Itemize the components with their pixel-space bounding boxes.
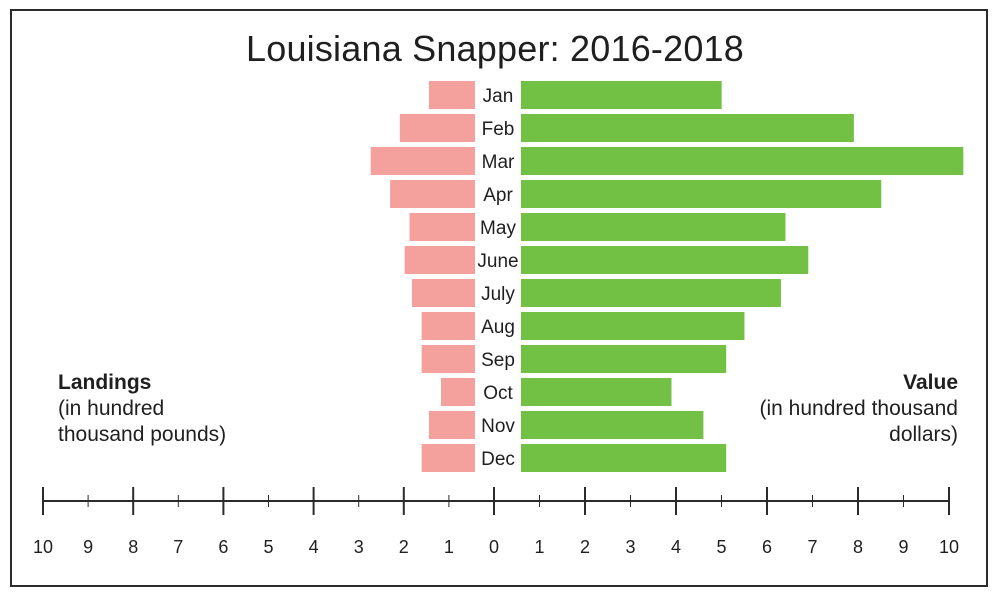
value-label: Value (in hundred thousand dollars) bbox=[760, 370, 959, 448]
value-bar-sep bbox=[521, 345, 727, 373]
landings-bar-dec bbox=[421, 444, 475, 472]
landings-bar-june bbox=[404, 246, 475, 274]
month-label-feb: Feb bbox=[482, 119, 515, 140]
value-bar-oct bbox=[521, 378, 672, 406]
axis-tick-label-right-4: 4 bbox=[671, 537, 681, 557]
axis-tick-label-left-8: 8 bbox=[128, 537, 138, 557]
month-label-apr: Apr bbox=[483, 185, 513, 206]
axis-tick-label-left-3: 3 bbox=[354, 537, 364, 557]
axis-tick-label-left-1: 1 bbox=[444, 537, 454, 557]
axis-tick-label-right-9: 9 bbox=[898, 537, 908, 557]
landings-bar-aug bbox=[421, 312, 475, 340]
axis-tick-label-right-7: 7 bbox=[807, 537, 817, 557]
month-label-may: May bbox=[480, 218, 516, 239]
value-bar-mar bbox=[521, 147, 964, 175]
landings-bar-oct bbox=[441, 378, 475, 406]
value-bar-may bbox=[521, 213, 786, 241]
value-unit-line-1: (in hundred thousand bbox=[759, 397, 959, 420]
axis-tick-label-left-6: 6 bbox=[218, 537, 228, 557]
landings-bar-feb bbox=[399, 114, 475, 142]
month-label-mar: Mar bbox=[482, 152, 515, 173]
value-bar-feb bbox=[521, 114, 854, 142]
landings-unit-line-1: (in hundred bbox=[58, 397, 165, 420]
landings-heading: Landings bbox=[58, 371, 152, 394]
month-label-sep: Sep bbox=[481, 350, 515, 371]
axis-tick-label-left-4: 4 bbox=[309, 537, 319, 557]
value-bar-july bbox=[521, 279, 781, 307]
value-bar-june bbox=[521, 246, 809, 274]
value-bar-dec bbox=[521, 444, 727, 472]
axis-tick-label-right-5: 5 bbox=[716, 537, 726, 557]
landings-label: Landings (in hundred thousand pounds) bbox=[58, 370, 226, 448]
month-label-july: July bbox=[481, 284, 515, 305]
landings-unit-line-2: thousand pounds) bbox=[58, 423, 227, 446]
axis-tick-label-right-2: 2 bbox=[580, 537, 590, 557]
landings-bar-sep bbox=[421, 345, 475, 373]
axis-tick-label-right-3: 3 bbox=[625, 537, 635, 557]
chart-title: Louisiana Snapper: 2016-2018 bbox=[246, 28, 744, 69]
axis-tick-label-left-5: 5 bbox=[263, 537, 273, 557]
axis-tick-label-left-9: 9 bbox=[83, 537, 93, 557]
landings-bar-july bbox=[411, 279, 475, 307]
month-label-nov: Nov bbox=[481, 416, 515, 437]
landings-bar-apr bbox=[390, 180, 475, 208]
value-bar-aug bbox=[521, 312, 745, 340]
axis-tick-label-right-1: 1 bbox=[534, 537, 544, 557]
chart-frame bbox=[10, 9, 988, 587]
axis-tick-label-left-10: 10 bbox=[33, 537, 53, 557]
axis-tick-label-right-8: 8 bbox=[853, 537, 863, 557]
axis-tick-label-right-10: 10 bbox=[939, 537, 959, 557]
landings-bar-jan bbox=[428, 81, 475, 109]
month-label-jan: Jan bbox=[483, 86, 514, 107]
value-bar-nov bbox=[521, 411, 704, 439]
landings-bar-may bbox=[409, 213, 475, 241]
landings-bar-mar bbox=[370, 147, 475, 175]
axis-tick-label-left-0: 0 bbox=[489, 537, 499, 557]
value-bar-jan bbox=[521, 81, 722, 109]
value-heading: Value bbox=[903, 371, 958, 394]
value-unit-line-2: dollars) bbox=[889, 423, 958, 446]
landings-bar-nov bbox=[428, 411, 475, 439]
month-label-oct: Oct bbox=[483, 383, 513, 404]
axis-tick-label-right-6: 6 bbox=[762, 537, 772, 557]
value-bar-apr bbox=[521, 180, 882, 208]
month-label-june: June bbox=[477, 251, 518, 272]
month-label-aug: Aug bbox=[481, 317, 515, 338]
axis-tick-label-left-7: 7 bbox=[173, 537, 183, 557]
axis-tick-label-left-2: 2 bbox=[399, 537, 409, 557]
month-label-dec: Dec bbox=[481, 449, 515, 470]
